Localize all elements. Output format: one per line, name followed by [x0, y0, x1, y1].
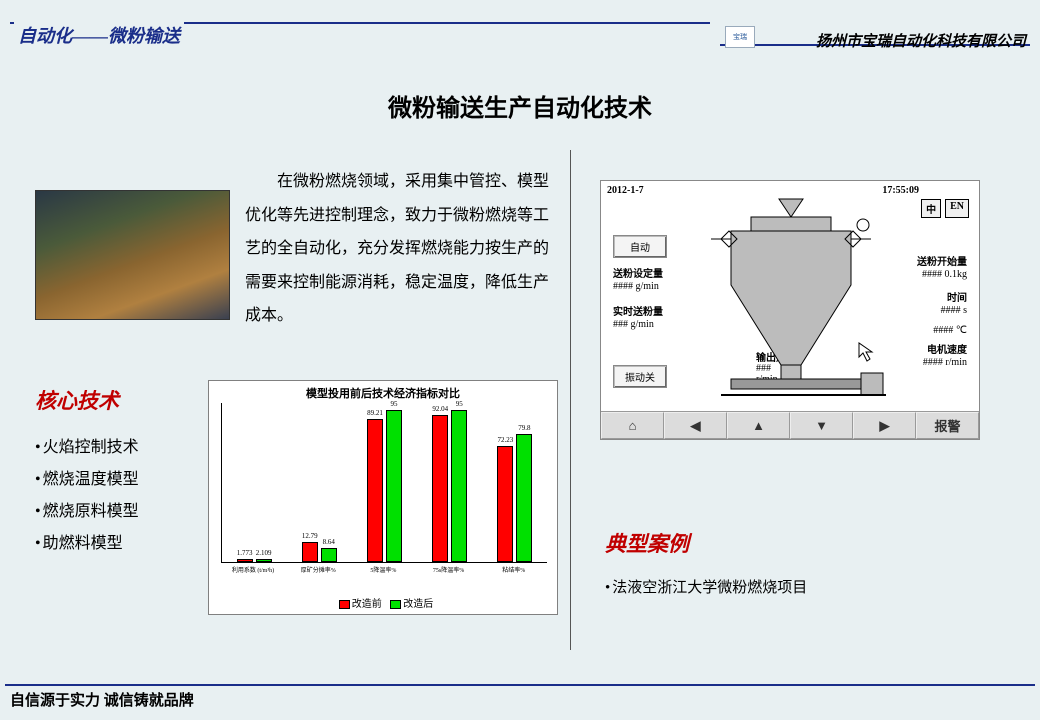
company-name: 扬州市宝瑞自动化科技有限公司	[816, 30, 1026, 51]
chart-legend: 改造前 改造后	[209, 595, 557, 610]
vertical-divider	[570, 150, 571, 650]
lang-en-button[interactable]: EN	[945, 199, 969, 218]
realtime-label: 实时送粉量	[613, 303, 663, 318]
shake-button[interactable]: 振动关	[613, 365, 667, 388]
bar	[386, 410, 402, 562]
hmi-nav-bar: ⌂ ◀ ▲ ▼ ▶ 报警	[601, 411, 979, 439]
comparison-chart: 模型投用前后技术经济指标对比 1.7732.10912.798.6489.219…	[208, 380, 558, 615]
motor-label: 电机速度	[927, 341, 967, 356]
lang-zh-button[interactable]: 中	[921, 199, 941, 218]
breadcrumb: 自动化——微粉输送	[14, 22, 184, 48]
legend-label: 改造后	[403, 599, 433, 610]
bar	[256, 559, 272, 562]
category-label: 粘结率%	[482, 565, 546, 574]
temp-value: #### ℃	[933, 325, 967, 336]
hopper-diagram	[691, 195, 891, 405]
photo-industrial	[35, 190, 230, 320]
bar	[451, 410, 467, 562]
case-heading: 典型案例	[605, 528, 807, 558]
bar-value-label: 92.04	[430, 405, 450, 413]
nav-alarm-button[interactable]: 报警	[916, 412, 979, 439]
core-tech-heading: 核心技术	[35, 385, 139, 415]
nav-up-button[interactable]: ▲	[727, 412, 790, 439]
setqty-label: 送粉设定量	[613, 265, 663, 280]
bar-value-label: 2.109	[254, 549, 274, 557]
bar	[237, 559, 253, 562]
bar-value-label: 1.773	[235, 549, 255, 557]
category-label: 利用系数 (t/m³h)	[221, 565, 285, 574]
bar	[497, 446, 513, 562]
nav-down-button[interactable]: ▼	[790, 412, 853, 439]
hmi-date: 2012-1-7	[607, 185, 644, 196]
case-section: 典型案例 法液空浙江大学微粉燃烧项目	[605, 528, 807, 597]
auto-button[interactable]: 自动	[613, 235, 667, 258]
motor-value: #### r/min	[923, 357, 967, 368]
bar-value-label: 8.64	[319, 538, 339, 546]
bar-value-label: 12.79	[300, 532, 320, 540]
bar-value-label: 89.21	[365, 409, 385, 417]
bar-value-label: 72.23	[495, 436, 515, 444]
hmi-panel: 2012-1-7 17:55:09 中 EN 自动 送粉设定量 #### g/m…	[600, 180, 980, 440]
duration-value: #### s	[941, 305, 967, 316]
nav-right-button[interactable]: ▶	[853, 412, 916, 439]
bar	[367, 419, 383, 562]
duration-label: 时间	[947, 289, 967, 304]
footer-slogan: 自信源于实力 诚信铸就品牌	[10, 689, 194, 710]
category-label: 厚矿分摊率%	[286, 565, 350, 574]
setqty-value: #### g/min	[613, 281, 659, 292]
core-tech-section: 核心技术 火焰控制技术 燃烧温度模型 燃烧原料模型 助燃料模型	[35, 385, 139, 561]
bar	[302, 542, 318, 562]
legend-label: 改造前	[352, 599, 382, 610]
startqty-label: 送粉开始量	[917, 253, 967, 268]
bar-value-label: 95	[449, 400, 469, 408]
legend-swatch-before	[339, 600, 350, 609]
bar	[516, 434, 532, 562]
list-item: 法液空浙江大学微粉燃烧项目	[605, 576, 807, 597]
category-label: 5降温率%	[351, 565, 415, 574]
page-title: 微粉输送生产自动化技术	[0, 88, 1040, 123]
bar-value-label: 79.8	[514, 424, 534, 432]
list-item: 助燃料模型	[35, 529, 139, 553]
category-label: 75s降温率%	[417, 565, 481, 574]
list-item: 火焰控制技术	[35, 433, 139, 457]
startqty-value: #### 0.1kg	[922, 269, 967, 280]
intro-paragraph: 在微粉燃烧领域，采用集中管控、模型优化等先进控制理念，致力于微粉燃烧等工艺的全自…	[245, 165, 555, 333]
bar	[321, 548, 337, 562]
nav-home-button[interactable]: ⌂	[601, 412, 664, 439]
footer-rule	[5, 684, 1035, 686]
list-item: 燃烧温度模型	[35, 465, 139, 489]
list-item: 燃烧原料模型	[35, 497, 139, 521]
legend-swatch-after	[390, 600, 401, 609]
realtime-value: ### g/min	[613, 319, 654, 330]
nav-left-button[interactable]: ◀	[664, 412, 727, 439]
chart-plot-area: 1.7732.10912.798.6489.219592.049572.2379…	[221, 403, 547, 563]
company-logo: 宝瑞	[725, 26, 755, 48]
bar	[432, 415, 448, 562]
hmi-lang-switch: 中 EN	[921, 199, 969, 218]
bar-value-label: 95	[384, 400, 404, 408]
